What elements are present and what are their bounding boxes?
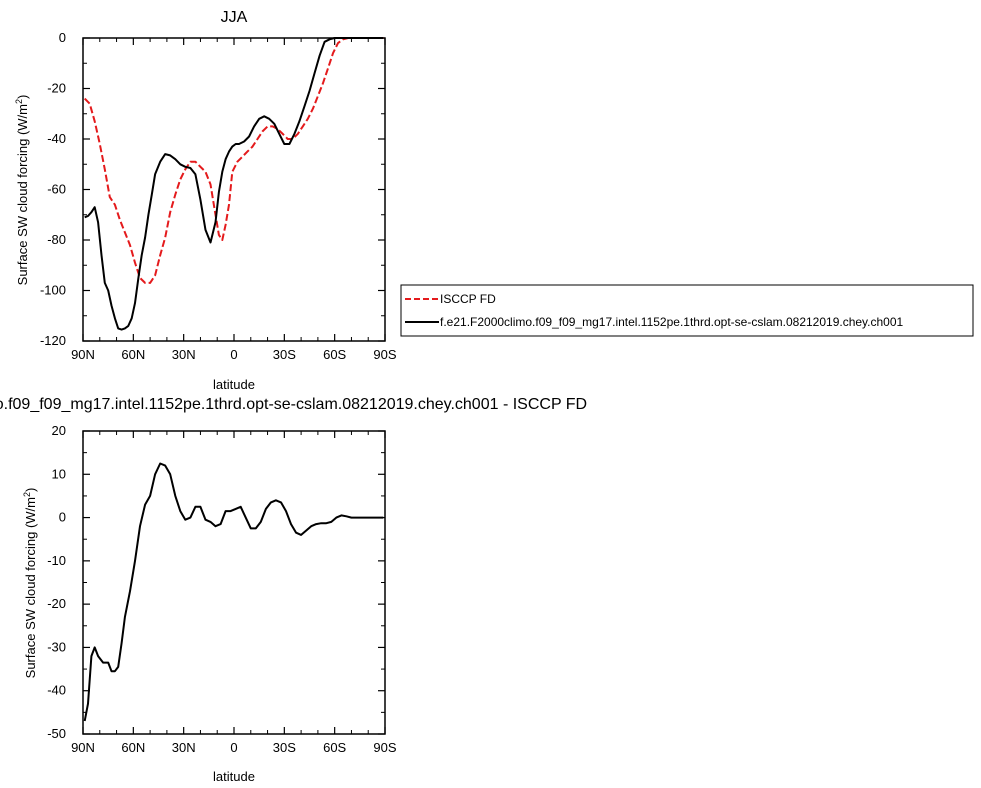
bottom-y-axis-label: Surface SW cloud forcing (W/m2) <box>22 488 38 679</box>
bottom-y-axis-label-end: ) <box>23 488 38 492</box>
top-xtick-label: 30N <box>172 347 196 362</box>
top-xtick-label: 60S <box>323 347 346 362</box>
top-panel: JJA 90N 60N 30N 0 30S 60S 90S 0 -20 -40 -60 -80 -100… <box>14 9 397 392</box>
top-chart-title: JJA <box>221 9 248 26</box>
bottom-plot-frame <box>82 430 386 735</box>
top-xtick-label: 60N <box>121 347 145 362</box>
top-ytick-label: -100 <box>40 283 66 298</box>
top-y-axis-label-sup: 2 <box>14 99 24 104</box>
legend-label-isccp: ISCCP FD <box>440 292 496 306</box>
bottom-ytick-label: -30 <box>47 639 66 654</box>
bottom-series-group <box>83 462 384 722</box>
top-ytick-label: -20 <box>47 81 66 96</box>
top-ticks: 90N 60N 30N 0 30S 60S 90S 0 -20 -40 -60 -80 -100 -120 <box>40 30 397 362</box>
top-y-axis-label-end: ) <box>15 95 30 99</box>
bottom-ytick-label: -50 <box>47 726 66 741</box>
legend-box <box>400 284 974 337</box>
top-xtick-label: 90N <box>71 347 95 362</box>
bottom-ticks: 90N 60N 30N 0 30S 60S 90S 20 10 0 -10 -20 -30 -40 -50 <box>47 423 397 755</box>
bottom-ytick-label: 0 <box>59 510 66 525</box>
bottom-ytick-label: 20 <box>52 423 66 438</box>
top-y-axis-label: Surface SW cloud forcing (W/m2) <box>14 95 30 286</box>
bottom-x-axis-label: latitude <box>213 769 255 784</box>
top-series-group <box>83 37 384 331</box>
bottom-panel: f.e21.F2000climo.f09_f09_mg17.intel.1152… <box>0 396 587 784</box>
top-ytick-label: -80 <box>47 232 66 247</box>
bottom-xtick-label: 90N <box>71 740 95 755</box>
top-y-axis-label-main: Surface SW cloud forcing (W/m <box>15 104 30 285</box>
bottom-ytick-label: 10 <box>52 466 66 481</box>
bottom-xtick-label: 60N <box>121 740 145 755</box>
top-series-line-isccp <box>83 37 384 284</box>
top-ytick-label: -40 <box>47 131 66 146</box>
top-ytick-label: -120 <box>40 333 66 348</box>
top-xtick-label: 90S <box>373 347 396 362</box>
bottom-ytick-label: -10 <box>47 553 66 568</box>
bottom-xtick-label: 90S <box>373 740 396 755</box>
top-plot-frame <box>82 37 386 342</box>
bottom-y-axis-label-sup: 2 <box>22 492 32 497</box>
bottom-y-axis-label-main: Surface SW cloud forcing (W/m <box>23 497 38 678</box>
legend-label-model: f.e21.F2000climo.f09_f09_mg17.intel.1152… <box>440 315 904 329</box>
top-series-line-model <box>84 37 384 331</box>
bottom-ytick-label: -40 <box>47 683 66 698</box>
top-ytick-label: 0 <box>59 30 66 45</box>
bottom-xtick-label: 0 <box>230 740 237 755</box>
bottom-ytick-label: -20 <box>47 596 66 611</box>
bottom-chart-title: f.e21.F2000climo.f09_f09_mg17.intel.1152… <box>0 396 587 413</box>
bottom-xtick-label: 30N <box>172 740 196 755</box>
legend: ISCCP FD f.e21.F2000climo.f09_f09_mg17.i… <box>400 284 974 337</box>
bottom-xtick-label: 30S <box>273 740 296 755</box>
bottom-series-line-model <box>83 462 384 722</box>
top-ytick-label: -60 <box>47 182 66 197</box>
top-xtick-label: 30S <box>273 347 296 362</box>
bottom-xtick-label: 60S <box>323 740 346 755</box>
top-x-axis-label: latitude <box>213 377 255 392</box>
top-xtick-label: 0 <box>230 347 237 362</box>
